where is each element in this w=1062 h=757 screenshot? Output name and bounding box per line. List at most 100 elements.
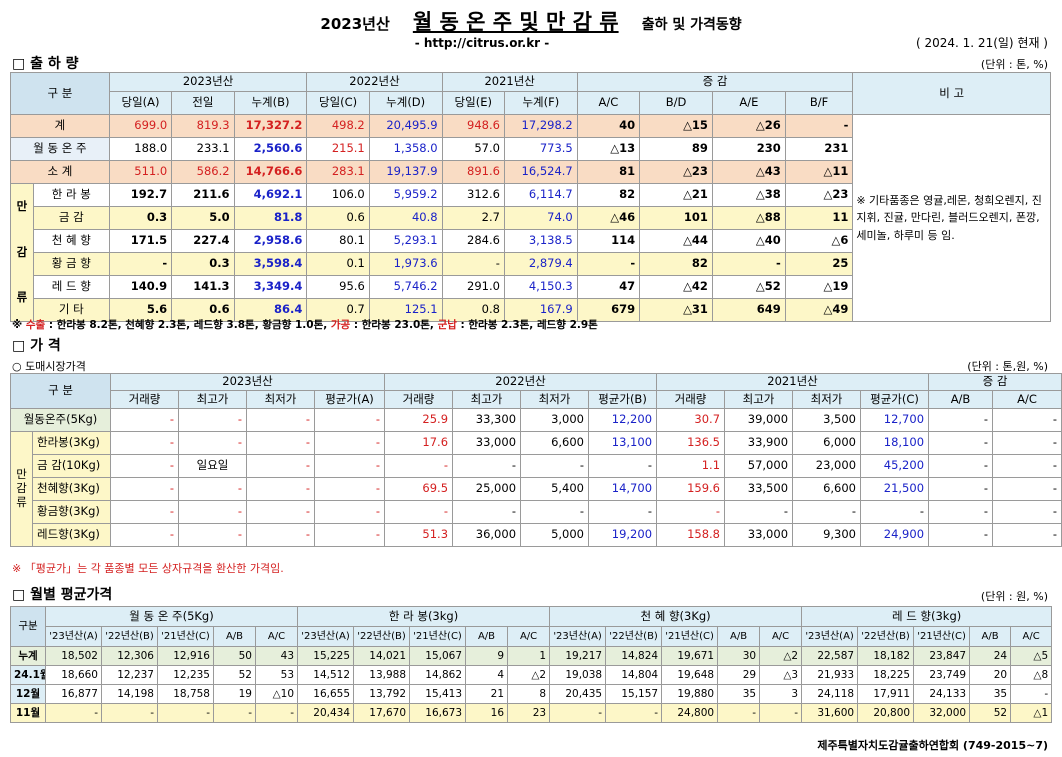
row-label: 계: [10, 114, 110, 138]
shipment-subheader: 누계(F): [503, 91, 578, 115]
table-cell: 159.6: [656, 477, 726, 501]
mangam-char: 만: [16, 199, 28, 214]
price-header-year: 2023년산: [110, 373, 386, 391]
table-cell: 17.6: [384, 431, 454, 455]
monthly-subheader: '21년산(C): [409, 626, 467, 647]
table-cell: 167.9: [503, 298, 578, 322]
monthly-table: 구분 월 동 온 주(5Kg) 한 라 봉(3kg) 천 혜 향(3Kg) 레 …: [10, 606, 1053, 723]
table-cell: 14,804: [605, 665, 663, 685]
table-cell: 18,758: [157, 684, 214, 704]
table-cell: -: [384, 500, 454, 524]
table-cell: 23: [507, 703, 551, 723]
table-cell: △13: [576, 137, 641, 161]
shipment-subheader: 누계(D): [368, 91, 443, 115]
shipment-section-title: □ 출 하 량: [12, 56, 79, 72]
table-cell: 6,600: [520, 431, 590, 455]
price-subheader: 최저가: [520, 390, 590, 409]
table-cell: 284.6: [441, 229, 505, 253]
table-cell: △49: [784, 298, 854, 322]
table-cell: -: [759, 703, 803, 723]
monthly-subheader: '22년산(B): [605, 626, 663, 647]
table-cell: 40.8: [368, 206, 443, 230]
price-subtitle: ○ 도매시장가격: [12, 360, 86, 373]
table-cell: 22,587: [801, 646, 859, 666]
table-cell: 19: [213, 684, 256, 704]
shipment-note: ※ 기타품종은 영귤,레몬, 청희오렌지, 진지휘, 진귤, 만다린, 블러드오…: [852, 114, 1051, 322]
table-cell: 18,502: [45, 646, 102, 666]
table-cell: △88: [711, 206, 786, 230]
table-cell: 6,600: [792, 477, 862, 501]
table-cell: 9: [465, 646, 509, 666]
table-row: 금 감 0.3 5.0 81.8 0.6 40.8 2.7 74.0 △46 101 △88 11: [11, 206, 1051, 230]
shipment-header-note: 비 고: [852, 72, 1051, 115]
footnote-segment: 군납: [437, 319, 457, 331]
table-cell: -: [717, 703, 761, 723]
table-cell: 39,000: [724, 408, 794, 432]
monthly-header-category: 구분: [10, 606, 46, 647]
table-cell: -: [178, 408, 248, 432]
monthly-subheader: A/C: [254, 626, 299, 647]
table-cell: 0.6: [171, 298, 235, 322]
table-cell: -: [992, 408, 1062, 432]
shipment-header-category: 구 분: [10, 72, 110, 115]
row-label: 레드향(3Kg): [31, 523, 112, 547]
table-cell: 35: [717, 684, 761, 704]
table-cell: 14,824: [605, 646, 663, 666]
table-cell: 5,000: [520, 523, 590, 547]
table-cell: 45,200: [860, 454, 930, 478]
table-cell: -: [549, 703, 607, 723]
table-cell: -: [157, 703, 214, 723]
table-row: 천혜향(3Kg) - - - -69.5 25,000 5,400 14,700 159.6 33…: [11, 477, 1062, 501]
footnote-segment: 가공: [330, 319, 351, 331]
table-cell: -: [246, 523, 316, 547]
table-cell: 33,300: [452, 408, 522, 432]
monthly-subheader: '21년산(C): [157, 626, 214, 647]
table-cell: 6,114.7: [503, 183, 578, 207]
row-label: 누계: [10, 646, 46, 666]
table-cell: △46: [576, 206, 641, 230]
table-cell: 2,560.6: [233, 137, 308, 161]
mangam-char: 만: [16, 467, 27, 482]
table-cell: 5,293.1: [368, 229, 443, 253]
table-cell: 24,900: [860, 523, 930, 547]
table-cell: -: [588, 454, 658, 478]
table-cell: △2: [507, 665, 551, 685]
table-cell: △40: [711, 229, 786, 253]
table-cell: 948.6: [441, 114, 505, 138]
row-label: 12월: [10, 684, 46, 704]
row-label: 황 금 향: [32, 252, 110, 276]
table-cell: 3: [759, 684, 803, 704]
table-cell: 17,670: [353, 703, 411, 723]
table-cell: -: [246, 408, 316, 432]
table-cell: △5: [1010, 646, 1053, 666]
price-subheader: A/C: [992, 390, 1062, 409]
table-cell: 30: [717, 646, 761, 666]
table-cell: 69.5: [384, 477, 454, 501]
table-cell: -: [314, 408, 386, 432]
price-section-title: □ 가 격: [12, 338, 61, 354]
table-cell: 5,400: [520, 477, 590, 501]
table-row: 월 동 온 주 188.0 233.1 2,560.6 215.1 1,358.0 57.0…: [10, 137, 1051, 161]
monthly-unit: (단위 : 원, %): [980, 590, 1048, 603]
shipment-header-year: 2023년산: [108, 72, 308, 92]
table-cell: 2,879.4: [503, 252, 578, 276]
table-cell: △42: [639, 275, 713, 299]
mangam-char: 류: [16, 290, 28, 305]
table-cell: -: [520, 500, 590, 524]
table-cell: 15,067: [409, 646, 467, 666]
table-cell: △3: [759, 665, 803, 685]
row-label: 황금향(3Kg): [31, 500, 112, 524]
table-cell: -: [724, 500, 794, 524]
table-cell: -: [110, 500, 180, 524]
table-cell: 23,000: [792, 454, 862, 478]
shipment-subheader: A/E: [711, 91, 786, 115]
table-cell: -: [110, 454, 180, 478]
table-cell: 140.9: [108, 275, 173, 299]
table-cell: -: [314, 477, 386, 501]
table-cell: -: [178, 500, 248, 524]
table-cell: 21,500: [860, 477, 930, 501]
price-subheader: 거래량: [656, 390, 726, 409]
table-cell: -: [178, 431, 248, 455]
